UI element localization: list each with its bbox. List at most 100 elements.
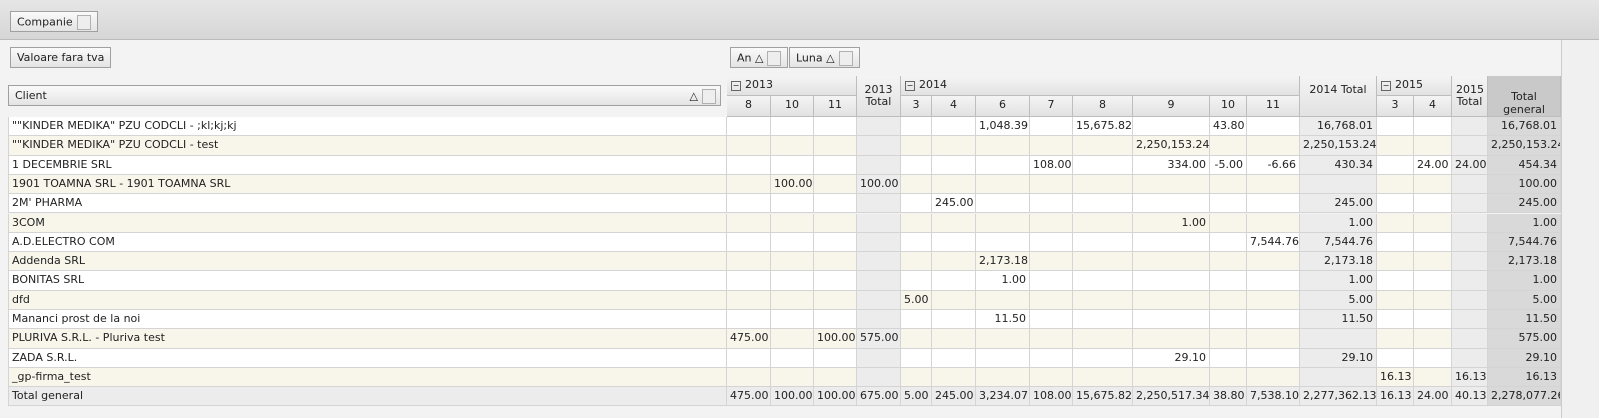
- month-header: 11: [814, 96, 857, 117]
- value-cell: [727, 252, 771, 272]
- value-cell: 2,250,153.24: [1133, 136, 1210, 156]
- value-cell: 5.00: [901, 290, 932, 310]
- column-field-button[interactable]: Luna △: [789, 47, 860, 68]
- value-cell: [1030, 136, 1073, 156]
- value-cell: [1414, 271, 1452, 291]
- value-cell: [1377, 310, 1414, 330]
- value-cell: 11.50: [1300, 310, 1377, 330]
- value-cell: [771, 155, 814, 175]
- value-cell: [976, 232, 1030, 253]
- value-cell: [1452, 348, 1488, 368]
- value-cell: [727, 232, 771, 253]
- value-cell: [1414, 232, 1452, 253]
- value-cell: [901, 329, 932, 349]
- value-cell: [901, 117, 932, 137]
- value-cell: 1.00: [1300, 271, 1377, 291]
- filter-button[interactable]: Companie: [10, 11, 98, 32]
- value-cell: [901, 271, 932, 291]
- value-cell: 11.50: [1488, 310, 1561, 330]
- total-cell: 100.00: [814, 387, 857, 407]
- value-cell: [1133, 329, 1210, 349]
- month-header: 7: [1030, 96, 1073, 117]
- value-cell: [1133, 194, 1210, 214]
- value-cell: [727, 194, 771, 214]
- value-cell: [814, 232, 857, 253]
- value-cell: [771, 117, 814, 137]
- value-cell: [857, 348, 901, 368]
- total-cell: 3,234.07: [976, 387, 1030, 407]
- value-cell: [932, 290, 976, 310]
- total-cell: 675.00: [857, 387, 901, 407]
- value-cell: [1377, 329, 1414, 349]
- value-cell: 16.13: [1488, 367, 1561, 388]
- value-cell: [1377, 271, 1414, 291]
- value-cell: 24.00: [1414, 155, 1452, 175]
- value-cell: [1300, 174, 1377, 195]
- client-cell: Addenda SRL: [8, 252, 727, 272]
- value-cell: [1133, 290, 1210, 310]
- client-cell: BONITAS SRL: [8, 271, 727, 291]
- value-cell: [1073, 310, 1133, 330]
- value-cell: [1452, 194, 1488, 214]
- value-cell: [814, 271, 857, 291]
- value-cell: [1414, 329, 1452, 349]
- value-cell: [901, 174, 932, 195]
- total-cell: 108.00: [1030, 387, 1073, 407]
- value-cell: [1030, 367, 1073, 388]
- value-cell: [1247, 213, 1300, 233]
- column-field-button[interactable]: An △: [730, 47, 789, 68]
- value-cell: [1377, 213, 1414, 233]
- month-header: 8: [1073, 96, 1133, 117]
- value-cell: [1030, 348, 1073, 368]
- value-cell: [932, 310, 976, 330]
- measure-button[interactable]: Valoare fara tva: [10, 47, 112, 68]
- value-cell: [1210, 367, 1247, 388]
- field-label: Client: [15, 89, 47, 102]
- month-header: 10: [771, 96, 814, 117]
- value-cell: [727, 117, 771, 137]
- value-cell: 29.10: [1488, 348, 1561, 368]
- value-cell: [932, 155, 976, 175]
- value-cell: [1073, 194, 1133, 214]
- month-header: 8: [727, 96, 771, 117]
- value-cell: [771, 213, 814, 233]
- value-cell: [814, 213, 857, 233]
- value-cell: 1.00: [1133, 213, 1210, 233]
- total-cell: 2,278,077.26: [1488, 387, 1561, 407]
- client-cell: 2M' PHARMA: [8, 194, 727, 214]
- value-cell: 43.80: [1210, 117, 1247, 137]
- value-cell: 575.00: [857, 329, 901, 349]
- value-cell: [771, 232, 814, 253]
- value-cell: [1210, 194, 1247, 214]
- value-cell: [771, 271, 814, 291]
- value-cell: 7,544.76: [1488, 232, 1561, 253]
- value-cell: 454.34: [1488, 155, 1561, 175]
- total-cell: 5.00: [901, 387, 932, 407]
- value-cell: [1210, 290, 1247, 310]
- value-cell: [901, 232, 932, 253]
- scrollbar[interactable]: [1561, 40, 1599, 418]
- value-cell: [857, 367, 901, 388]
- value-cell: [1414, 252, 1452, 272]
- value-cell: [901, 252, 932, 272]
- value-cell: 108.00: [1030, 155, 1073, 175]
- value-cell: [1030, 117, 1073, 137]
- month-header: 4: [932, 96, 976, 117]
- value-cell: [814, 348, 857, 368]
- value-cell: [976, 367, 1030, 388]
- value-cell: 100.00: [1488, 174, 1561, 195]
- value-cell: [901, 213, 932, 233]
- month-header: 3: [901, 96, 932, 117]
- value-cell: 100.00: [814, 329, 857, 349]
- value-cell: [771, 136, 814, 156]
- value-cell: [727, 155, 771, 175]
- year-header: −2015: [1377, 76, 1452, 96]
- total-cell: 2,250,517.34: [1133, 387, 1210, 407]
- value-cell: [771, 348, 814, 368]
- year-header: −2013: [727, 76, 857, 96]
- row-field-button[interactable]: Client △: [8, 85, 721, 106]
- month-header: 9: [1133, 96, 1210, 117]
- value-cell: [1300, 329, 1377, 349]
- value-cell: 2,250,153.24: [1300, 136, 1377, 156]
- value-cell: [1377, 232, 1414, 253]
